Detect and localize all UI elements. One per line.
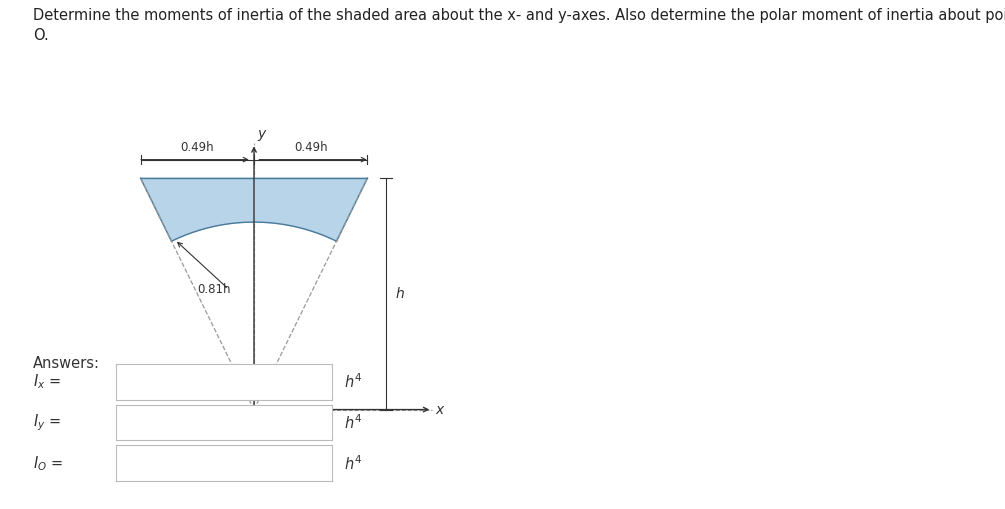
Text: h: h — [395, 287, 404, 301]
Text: 0.49h: 0.49h — [293, 141, 328, 154]
Text: i: i — [97, 415, 104, 430]
Text: Determine the moments of inertia of the shaded area about the x- and y-axes. Als: Determine the moments of inertia of the … — [33, 8, 1005, 22]
Text: $h^4$: $h^4$ — [344, 413, 362, 432]
Text: i: i — [97, 374, 104, 389]
Text: Answers:: Answers: — [33, 356, 100, 371]
Text: $h^4$: $h^4$ — [344, 454, 362, 472]
Text: $I_y$ =: $I_y$ = — [33, 412, 61, 433]
Text: x: x — [436, 403, 444, 416]
Text: $I_x$ =: $I_x$ = — [33, 373, 61, 391]
Text: 0.49h: 0.49h — [181, 141, 214, 154]
Text: $I_O$ =: $I_O$ = — [33, 454, 63, 472]
Text: y: y — [257, 127, 265, 141]
Polygon shape — [141, 178, 368, 241]
Text: 0.81h: 0.81h — [197, 282, 231, 296]
Text: $h^4$: $h^4$ — [344, 373, 362, 391]
Text: i: i — [97, 456, 104, 471]
Text: O: O — [251, 418, 261, 432]
Text: O.: O. — [33, 28, 49, 43]
